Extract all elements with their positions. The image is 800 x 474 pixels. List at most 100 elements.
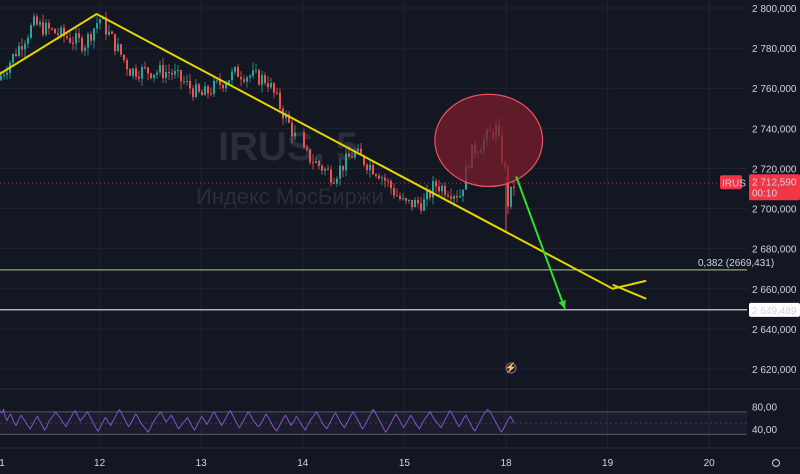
candle-body [306,147,308,150]
candle-body [12,53,14,63]
candle-body [237,66,239,77]
candle-body [192,88,194,97]
candle-body [231,71,233,81]
candle-body [243,79,245,82]
candle-body [204,86,206,96]
candle-body [138,76,140,79]
candle-body [387,180,389,182]
candle-body [255,70,257,72]
y-tick-label: 2 740,000 [752,124,797,135]
candle-body [78,33,80,39]
candle-body [450,196,452,199]
candle-body [156,72,158,75]
candle-body [69,38,71,43]
candle-body [324,168,326,171]
y-tick-label: 2 700,000 [752,205,797,216]
candle-body [429,191,431,198]
candle-body [417,199,419,204]
candle-body [207,86,209,94]
candle-body [462,189,464,197]
x-tick-label: 13 [196,458,208,469]
candle-body [114,33,116,52]
candle-body [507,166,509,207]
candle-body [363,155,365,165]
candle-body [126,59,128,70]
candle-body [375,174,377,176]
candle-body [51,28,53,30]
event-marker-icon [505,362,517,374]
candle-body [147,67,149,74]
candle-body [246,77,248,82]
candle-body [267,83,269,88]
candle-body [285,114,287,119]
candle-body [93,28,95,41]
candle-body [336,178,338,184]
fib-label: 0,382 (2669,431) [698,258,774,269]
candle-body [378,175,380,179]
candle-body [426,191,428,200]
candle-body [144,66,146,68]
candle-body [84,47,86,51]
candle-body [87,34,89,48]
y-tick-label: 2 640,000 [752,325,797,336]
candle-body [159,65,161,73]
rsi-tick-label: 80,00 [752,402,777,413]
candle-body [276,92,278,94]
candle-body [99,19,101,24]
y-tick-label: 2 720,000 [752,164,797,175]
candle-body [174,70,176,75]
candle-body [258,70,260,85]
candle-body [441,185,443,192]
symbol-badge [720,175,742,190]
candle-body [33,16,35,26]
candle-body [372,164,374,175]
candle-body [381,177,383,179]
candle-body [105,17,107,35]
candle-body [420,203,422,211]
symbol-badge-text: IRUS [722,178,746,189]
candle-body [345,153,347,171]
candle-body [291,122,293,137]
candle-body [18,46,20,57]
x-tick-label: 20 [704,458,716,469]
y-tick-label: 2 680,000 [752,245,797,256]
candle-body [189,81,191,89]
candle-body [513,186,515,188]
candle-body [264,75,266,84]
candle-body [135,68,137,77]
candle-body [312,162,314,164]
watermark-symbol: IRUS, 5 [218,125,358,169]
candle-body [225,83,227,89]
candle-body [171,72,173,75]
candle-body [219,80,221,85]
price-badge-countdown: 00:10 [752,188,777,199]
candle-body [270,83,272,88]
candle-body [96,23,98,29]
candle-body [165,71,167,78]
candle-body [15,53,17,57]
candle-body [369,164,371,171]
candle-body [117,44,119,52]
candle-body [366,164,368,171]
candle-body [459,196,461,198]
candle-body [453,196,455,199]
candle-body [405,198,407,201]
candle-body [45,22,47,35]
candle-body [75,33,77,44]
arrow-line [515,176,566,310]
watermark-name: Индекс МосБиржи [196,184,384,209]
x-tick-label: 18 [500,458,512,469]
candle-body [249,75,251,78]
candle-body [447,195,449,197]
candle-body [228,80,230,84]
candle-body [309,149,311,163]
candle-body [0,75,2,81]
candle-body [24,43,26,50]
candle-body [261,75,263,85]
candle-body [120,44,122,55]
candle-body [240,76,242,80]
candle-body [252,70,254,76]
candle-body [315,160,317,163]
